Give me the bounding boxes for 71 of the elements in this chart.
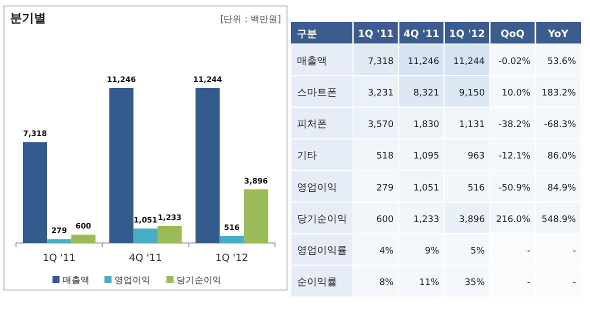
data-label: 3,896 <box>459 214 486 225</box>
data-label: 1,830 <box>413 120 440 130</box>
data-label: 518 <box>376 152 394 162</box>
x-tick-label: 1Q '11 <box>358 29 394 40</box>
y-tick-label: 영업이익률 <box>297 246 347 257</box>
data-label: -0.02% <box>498 56 531 67</box>
data-label: 10.0% <box>502 88 531 98</box>
text: - <box>527 278 530 288</box>
legend-label: 당기순이익 <box>176 276 222 286</box>
data-label: -12.1% <box>498 152 531 162</box>
data-label: 86.0% <box>547 152 576 162</box>
bar <box>196 88 220 243</box>
y-tick-label: 순이익률 <box>297 277 337 288</box>
bar <box>109 88 134 243</box>
legend-label: 매출액 <box>62 276 90 286</box>
x-tick-label: 4Q '11 <box>129 253 162 264</box>
data-label: 84.9% <box>547 183 576 194</box>
data-label: 1,095 <box>413 152 440 162</box>
data-label: 1,131 <box>459 120 485 130</box>
bar <box>22 142 48 243</box>
data-label: 11% <box>419 278 440 288</box>
data-label: 8,321 <box>413 88 440 98</box>
data-label: 279 <box>376 183 394 194</box>
bar <box>220 236 244 243</box>
y-tick-label: 매출액 <box>297 56 327 67</box>
y-tick-label: 영업이익 <box>297 182 337 194</box>
x-tick-label: 1Q '11 <box>42 253 76 264</box>
data-label: 3,570 <box>368 120 394 130</box>
x-tick-label: 1Q '12 <box>449 29 485 40</box>
data-label: -68.3% <box>544 120 576 130</box>
text: - <box>527 246 530 257</box>
bar <box>47 239 72 243</box>
y-tick-label: 기타 <box>297 150 317 162</box>
legend-label: 영업이익 <box>114 276 150 286</box>
data-label: 548.9% <box>542 214 576 225</box>
data-label: -50.9% <box>498 183 531 194</box>
y-tick-label: 당기순이익 <box>297 214 347 225</box>
data-label: 9% <box>424 246 440 257</box>
bar <box>158 226 182 243</box>
text: - <box>572 278 576 288</box>
x-tick-label: YoY <box>546 29 570 40</box>
data-label: 4% <box>379 246 394 257</box>
bar <box>71 234 96 243</box>
text: - <box>572 246 576 257</box>
data-label: -38.2% <box>498 120 531 130</box>
data-label: 516 <box>468 183 486 194</box>
data-label: 1,233 <box>413 214 440 225</box>
data-label: 1,051 <box>413 183 440 194</box>
data-label: 216.0% <box>496 214 531 225</box>
x-tick-label: 1Q '12 <box>215 253 248 264</box>
data-label: 3,231 <box>368 88 394 98</box>
bar <box>244 189 268 243</box>
data-label: 600 <box>376 214 394 225</box>
x-tick-label: QoQ <box>500 29 525 40</box>
data-label: 183.2% <box>542 88 576 98</box>
chart-subtitle: [단위 : 백만원] <box>220 15 281 25</box>
y-tick-label: 피처폰 <box>297 119 327 130</box>
data-label: 9,150 <box>459 88 486 98</box>
data-label: 11,244 <box>453 56 486 67</box>
data-label: 963 <box>468 152 485 162</box>
data-label: 11,246 <box>408 56 440 67</box>
bar <box>133 228 158 243</box>
data-label: 8% <box>379 278 394 288</box>
chart-title: 분기별 <box>10 11 46 25</box>
x-tick-label: 4Q '11 <box>403 29 440 40</box>
data-label: 35% <box>464 278 486 288</box>
y-axis-title: 구분 <box>297 29 317 40</box>
data-label: 7,318 <box>368 56 394 67</box>
data-label: 5% <box>470 246 486 257</box>
y-tick-label: 스마트폰 <box>297 87 337 98</box>
data-label: 53.6% <box>547 56 576 67</box>
